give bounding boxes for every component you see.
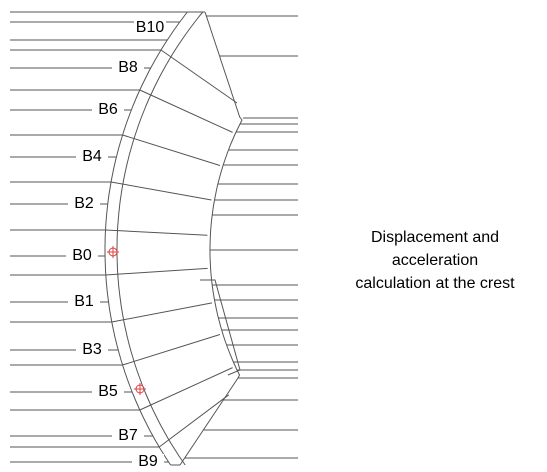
block-label: B9 <box>138 453 158 470</box>
upstream-face <box>104 11 188 466</box>
label-bg <box>112 428 144 444</box>
spillway-pier <box>200 279 241 376</box>
block-label: B6 <box>98 101 118 118</box>
label-bg <box>76 342 108 358</box>
dam-geometry <box>10 11 298 466</box>
label-bg <box>92 384 124 400</box>
downstream-face <box>179 11 243 466</box>
upstream-inner <box>116 11 204 466</box>
label-bg <box>134 20 166 36</box>
block-joint <box>160 49 238 104</box>
block-label: B8 <box>118 59 138 76</box>
label-bg <box>68 196 100 212</box>
label-bg <box>132 454 164 470</box>
caption-line: acceleration <box>392 252 478 269</box>
block-label: B4 <box>82 148 102 165</box>
label-bg <box>92 102 124 118</box>
block-joint <box>139 89 233 133</box>
block-joint <box>105 267 208 276</box>
block-label: B0 <box>72 247 92 264</box>
block-label: B2 <box>74 195 94 212</box>
block-joint <box>158 394 230 448</box>
block-joint <box>111 302 213 323</box>
label-bg <box>76 149 108 165</box>
block-joint <box>122 134 221 166</box>
crest-marker <box>107 246 119 258</box>
block-joint <box>122 334 221 366</box>
caption-line: Displacement and <box>371 229 499 246</box>
caption-line: calculation at the crest <box>355 275 515 292</box>
block-joint <box>139 367 233 411</box>
label-bg <box>68 294 100 310</box>
block-joint <box>105 229 208 236</box>
caption: Displacement and acceleration calculatio… <box>355 229 515 292</box>
block-label: B5 <box>98 383 118 400</box>
label-bg <box>66 248 98 264</box>
crest-marker <box>134 383 146 395</box>
block-label: B10 <box>136 19 165 36</box>
block-joint <box>110 181 212 201</box>
block-label: B7 <box>118 427 138 444</box>
block-label: B1 <box>74 293 94 310</box>
label-bg <box>112 60 144 76</box>
block-label: B3 <box>82 341 102 358</box>
